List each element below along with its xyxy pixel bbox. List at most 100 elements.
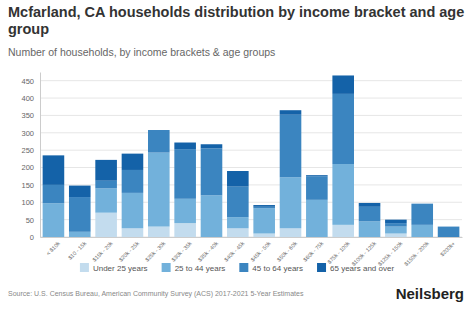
y-tick-label: 450 [21, 77, 34, 86]
y-tick: 350 [21, 111, 40, 120]
y-tick: 50 [26, 216, 40, 225]
bar-segment [201, 144, 223, 148]
bar-segment [253, 205, 275, 207]
x-tick: $20k - 25k [118, 237, 141, 263]
legend-label: 45 to 64 years [252, 264, 303, 273]
y-tick: 450 [21, 77, 40, 86]
title: Mcfarland, CA households distribution by… [8, 4, 464, 37]
bar-segment [122, 154, 144, 170]
bar-segment [306, 175, 328, 176]
bar-segment [385, 223, 407, 226]
y-tick: 400 [21, 94, 40, 103]
x-tick: $15k - 20k [91, 237, 114, 263]
bar-segment [122, 193, 144, 228]
source: Source: U.S. Census Bureau, American Com… [8, 290, 304, 298]
bar-segment [43, 155, 65, 185]
bar-segment [438, 226, 460, 227]
y-tick: 300 [21, 129, 40, 138]
x-tick: $45k - 50k [249, 237, 272, 263]
y-tick: 0 [30, 233, 40, 242]
logo: Neilsberg [396, 285, 464, 302]
legend-swatch [162, 263, 171, 272]
y-tick-label: 150 [21, 181, 34, 190]
x-tick: $200k+ [439, 237, 456, 257]
plot: 0 50 100 150 200 250 300 350 400 450 < $10k $10 - 1… [21, 73, 462, 268]
y-tick-label: 250 [21, 146, 34, 155]
x-tick: $150k - 200k [403, 237, 430, 267]
x-tick-label: $25k - 30k [144, 240, 167, 263]
x-tick: $25k - 30k [144, 237, 167, 263]
bar-segment [359, 207, 381, 222]
bar-segment [69, 197, 91, 232]
bar-segment [227, 228, 249, 237]
x-tick-label: $30k - 35k [170, 240, 193, 263]
bar-segment [174, 199, 196, 223]
bar-segment [332, 75, 354, 93]
grid-line [40, 98, 462, 99]
legend-swatch [239, 263, 248, 272]
x-axis: < $10k $10 - 15k$15k - 20k$20k - 25k$25k … [41, 237, 463, 267]
legend: Under 25 years 25 to 44 years 45 to 64 yea… [80, 263, 394, 273]
x-tick-label: $15k - 20k [91, 240, 114, 263]
bar-segment [253, 207, 275, 208]
bar-segment [148, 153, 170, 227]
bar-segment [280, 228, 302, 237]
bar-segment [253, 234, 275, 237]
grid-line [40, 150, 462, 151]
y-tick-label: 200 [21, 163, 34, 172]
grid-line [40, 115, 462, 116]
bar-segment [306, 176, 328, 200]
chart: Mcfarland, CA households distribution by… [0, 0, 474, 316]
subtitle: Number of households, by income brackets… [8, 46, 275, 58]
bars [43, 75, 460, 237]
y-tick-label: 350 [21, 111, 34, 120]
x-tick: $10 - 15k [67, 237, 88, 261]
x-tick-label: < $10k [45, 240, 61, 256]
bar-segment [411, 225, 433, 237]
y-tick: 250 [21, 146, 40, 155]
x-tick: $50k - 60k [276, 237, 299, 263]
bar-segment [227, 187, 249, 218]
y-tick: 100 [21, 198, 40, 207]
x-tick: $40k - 45k [223, 237, 246, 263]
legend-swatch [317, 263, 326, 272]
bar-segment [43, 185, 65, 203]
x-tick-label: $60k - 75k [302, 240, 325, 263]
legend-item: 25 to 44 years [162, 263, 226, 273]
x-tick: $60k - 75k [302, 237, 325, 263]
x-tick-label: $40k - 45k [223, 240, 246, 263]
y-tick-label: 400 [21, 94, 34, 103]
bar-segment [306, 200, 328, 237]
x-tick-label: $200k+ [439, 240, 456, 257]
bar-segment [95, 213, 117, 237]
bar-segment [95, 188, 117, 212]
grid-line [40, 80, 462, 81]
bar-segment [95, 181, 117, 189]
grid [40, 81, 462, 237]
y-tick-label: 300 [21, 129, 34, 138]
series [43, 75, 407, 223]
y-axis-line [40, 73, 41, 238]
bar-segment [148, 227, 170, 237]
bar-segment [280, 177, 302, 228]
bar-segment [201, 148, 223, 195]
x-tick-label: $35k - 40k [197, 240, 220, 263]
series [43, 153, 433, 237]
x-tick-label: $10 - 15k [67, 240, 88, 261]
x-tick: $30k - 35k [170, 237, 193, 263]
legend-label: Under 25 years [93, 264, 148, 273]
bar-segment [385, 227, 407, 234]
y-tick: 150 [21, 181, 40, 190]
title-line: group [8, 21, 49, 37]
bar-segment [227, 217, 249, 228]
y-axis: 0 50 100 150 200 250 300 350 400 450 [21, 73, 40, 242]
x-axis-line [41, 237, 463, 238]
bar-segment [359, 203, 381, 207]
bar-segment [148, 130, 170, 131]
legend-swatch [80, 263, 89, 272]
bar-segment [332, 94, 354, 164]
bar-segment [280, 110, 302, 115]
bar-segment [43, 203, 65, 237]
legend-item: 65 years and over [317, 263, 394, 273]
y-tick: 200 [21, 163, 40, 172]
